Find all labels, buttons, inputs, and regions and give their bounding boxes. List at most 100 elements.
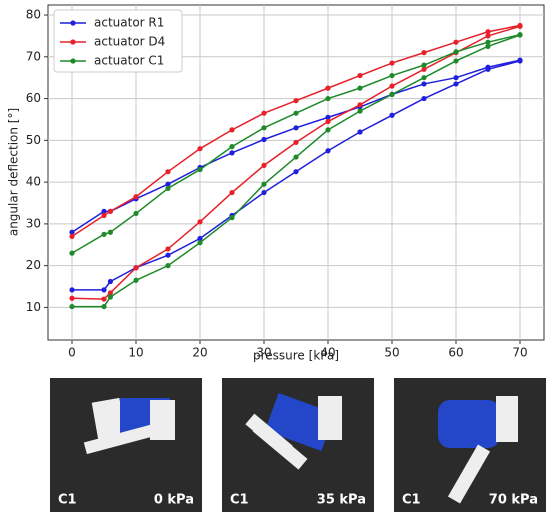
data-point bbox=[165, 181, 171, 187]
y-tick-label: 10 bbox=[26, 300, 41, 314]
data-point bbox=[421, 81, 427, 87]
data-point bbox=[453, 58, 459, 64]
x-tick-label: 40 bbox=[320, 346, 335, 360]
data-point bbox=[357, 102, 363, 108]
plot-frame bbox=[47, 4, 545, 341]
data-point bbox=[69, 233, 75, 240]
data-point bbox=[165, 185, 171, 191]
data-point bbox=[357, 85, 363, 91]
data-point bbox=[389, 112, 395, 118]
data-point bbox=[357, 129, 363, 135]
data-point bbox=[517, 22, 523, 29]
data-point bbox=[197, 219, 203, 225]
data-point bbox=[485, 29, 491, 35]
data-point bbox=[261, 181, 267, 187]
data-point bbox=[261, 110, 267, 116]
data-point bbox=[229, 189, 235, 196]
data-point bbox=[453, 81, 459, 87]
data-point bbox=[293, 139, 299, 146]
legend-box bbox=[53, 9, 183, 73]
data-point bbox=[421, 95, 427, 102]
y-tick-label: 60 bbox=[26, 91, 41, 105]
data-point bbox=[421, 62, 427, 68]
panel-label: C1 bbox=[230, 493, 249, 508]
data-point bbox=[69, 295, 75, 301]
photo-panel: C1 35 kPa bbox=[222, 378, 374, 512]
x-tick-label: 50 bbox=[384, 346, 399, 360]
data-point bbox=[453, 75, 459, 81]
data-point bbox=[101, 212, 107, 219]
x-tick-label: 60 bbox=[448, 346, 463, 360]
y-tick-label: 80 bbox=[26, 8, 41, 22]
data-point bbox=[357, 108, 363, 114]
data-point bbox=[101, 208, 107, 214]
legend-label: actuator C1 bbox=[94, 54, 164, 68]
y-tick-label: 30 bbox=[26, 216, 41, 230]
data-point bbox=[293, 110, 299, 116]
legend-label: actuator D4 bbox=[94, 35, 165, 49]
data-point bbox=[421, 50, 427, 56]
data-point bbox=[293, 98, 299, 104]
data-point bbox=[389, 91, 395, 97]
data-point bbox=[325, 148, 331, 154]
data-point bbox=[133, 277, 139, 283]
data-point bbox=[293, 169, 299, 175]
data-point bbox=[325, 95, 331, 102]
data-point bbox=[107, 229, 113, 235]
data-point bbox=[107, 294, 113, 300]
data-point bbox=[133, 265, 139, 271]
data-point bbox=[261, 162, 267, 168]
x-tick-label: 70 bbox=[512, 346, 527, 360]
y-tick-label: 20 bbox=[26, 258, 41, 272]
legend-label: actuator R1 bbox=[94, 16, 164, 30]
panel-pressure: 35 kPa bbox=[317, 493, 366, 508]
data-point bbox=[133, 194, 139, 200]
data-point bbox=[165, 169, 171, 175]
data-point bbox=[229, 127, 235, 133]
legend-swatch bbox=[70, 20, 76, 26]
data-point bbox=[389, 60, 395, 66]
data-point bbox=[107, 208, 113, 214]
data-point bbox=[293, 154, 299, 160]
data-point bbox=[229, 150, 235, 156]
data-point bbox=[69, 250, 75, 256]
y-tick-label: 70 bbox=[26, 49, 41, 63]
photo-panel: C1 70 kPa bbox=[394, 378, 546, 512]
data-point bbox=[453, 49, 459, 55]
data-point bbox=[485, 33, 491, 39]
legend: actuator R1 actuator D4 actuator C1 bbox=[53, 9, 183, 73]
data-point bbox=[69, 229, 75, 235]
data-point bbox=[389, 83, 395, 89]
data-point bbox=[101, 287, 107, 293]
legend-swatch bbox=[70, 39, 76, 45]
photo-panel: C1 0 kPa bbox=[50, 378, 202, 512]
panel-pressure: 0 kPa bbox=[154, 493, 194, 508]
data-point bbox=[165, 246, 171, 252]
data-point bbox=[229, 215, 235, 221]
data-point bbox=[107, 278, 113, 285]
data-point bbox=[107, 290, 113, 296]
data-point bbox=[197, 146, 203, 152]
data-point bbox=[325, 118, 331, 125]
y-tick-label: 50 bbox=[26, 133, 41, 147]
data-point bbox=[165, 263, 171, 269]
data-point bbox=[69, 287, 75, 293]
x-tick-label: 10 bbox=[128, 346, 143, 360]
panel-label: C1 bbox=[58, 493, 77, 508]
data-point bbox=[485, 39, 491, 45]
legend-swatch bbox=[70, 58, 76, 64]
data-point bbox=[389, 72, 395, 79]
data-point bbox=[517, 32, 523, 38]
x-tick-label: 30 bbox=[256, 346, 271, 360]
data-point bbox=[197, 166, 203, 173]
data-point bbox=[325, 114, 331, 120]
data-point bbox=[517, 57, 523, 63]
data-point bbox=[197, 235, 203, 242]
data-point bbox=[325, 127, 331, 133]
data-point bbox=[293, 125, 299, 131]
data-point bbox=[133, 210, 139, 217]
data-point bbox=[101, 303, 107, 310]
x-axis-label: pressure [kPa] bbox=[253, 349, 339, 363]
